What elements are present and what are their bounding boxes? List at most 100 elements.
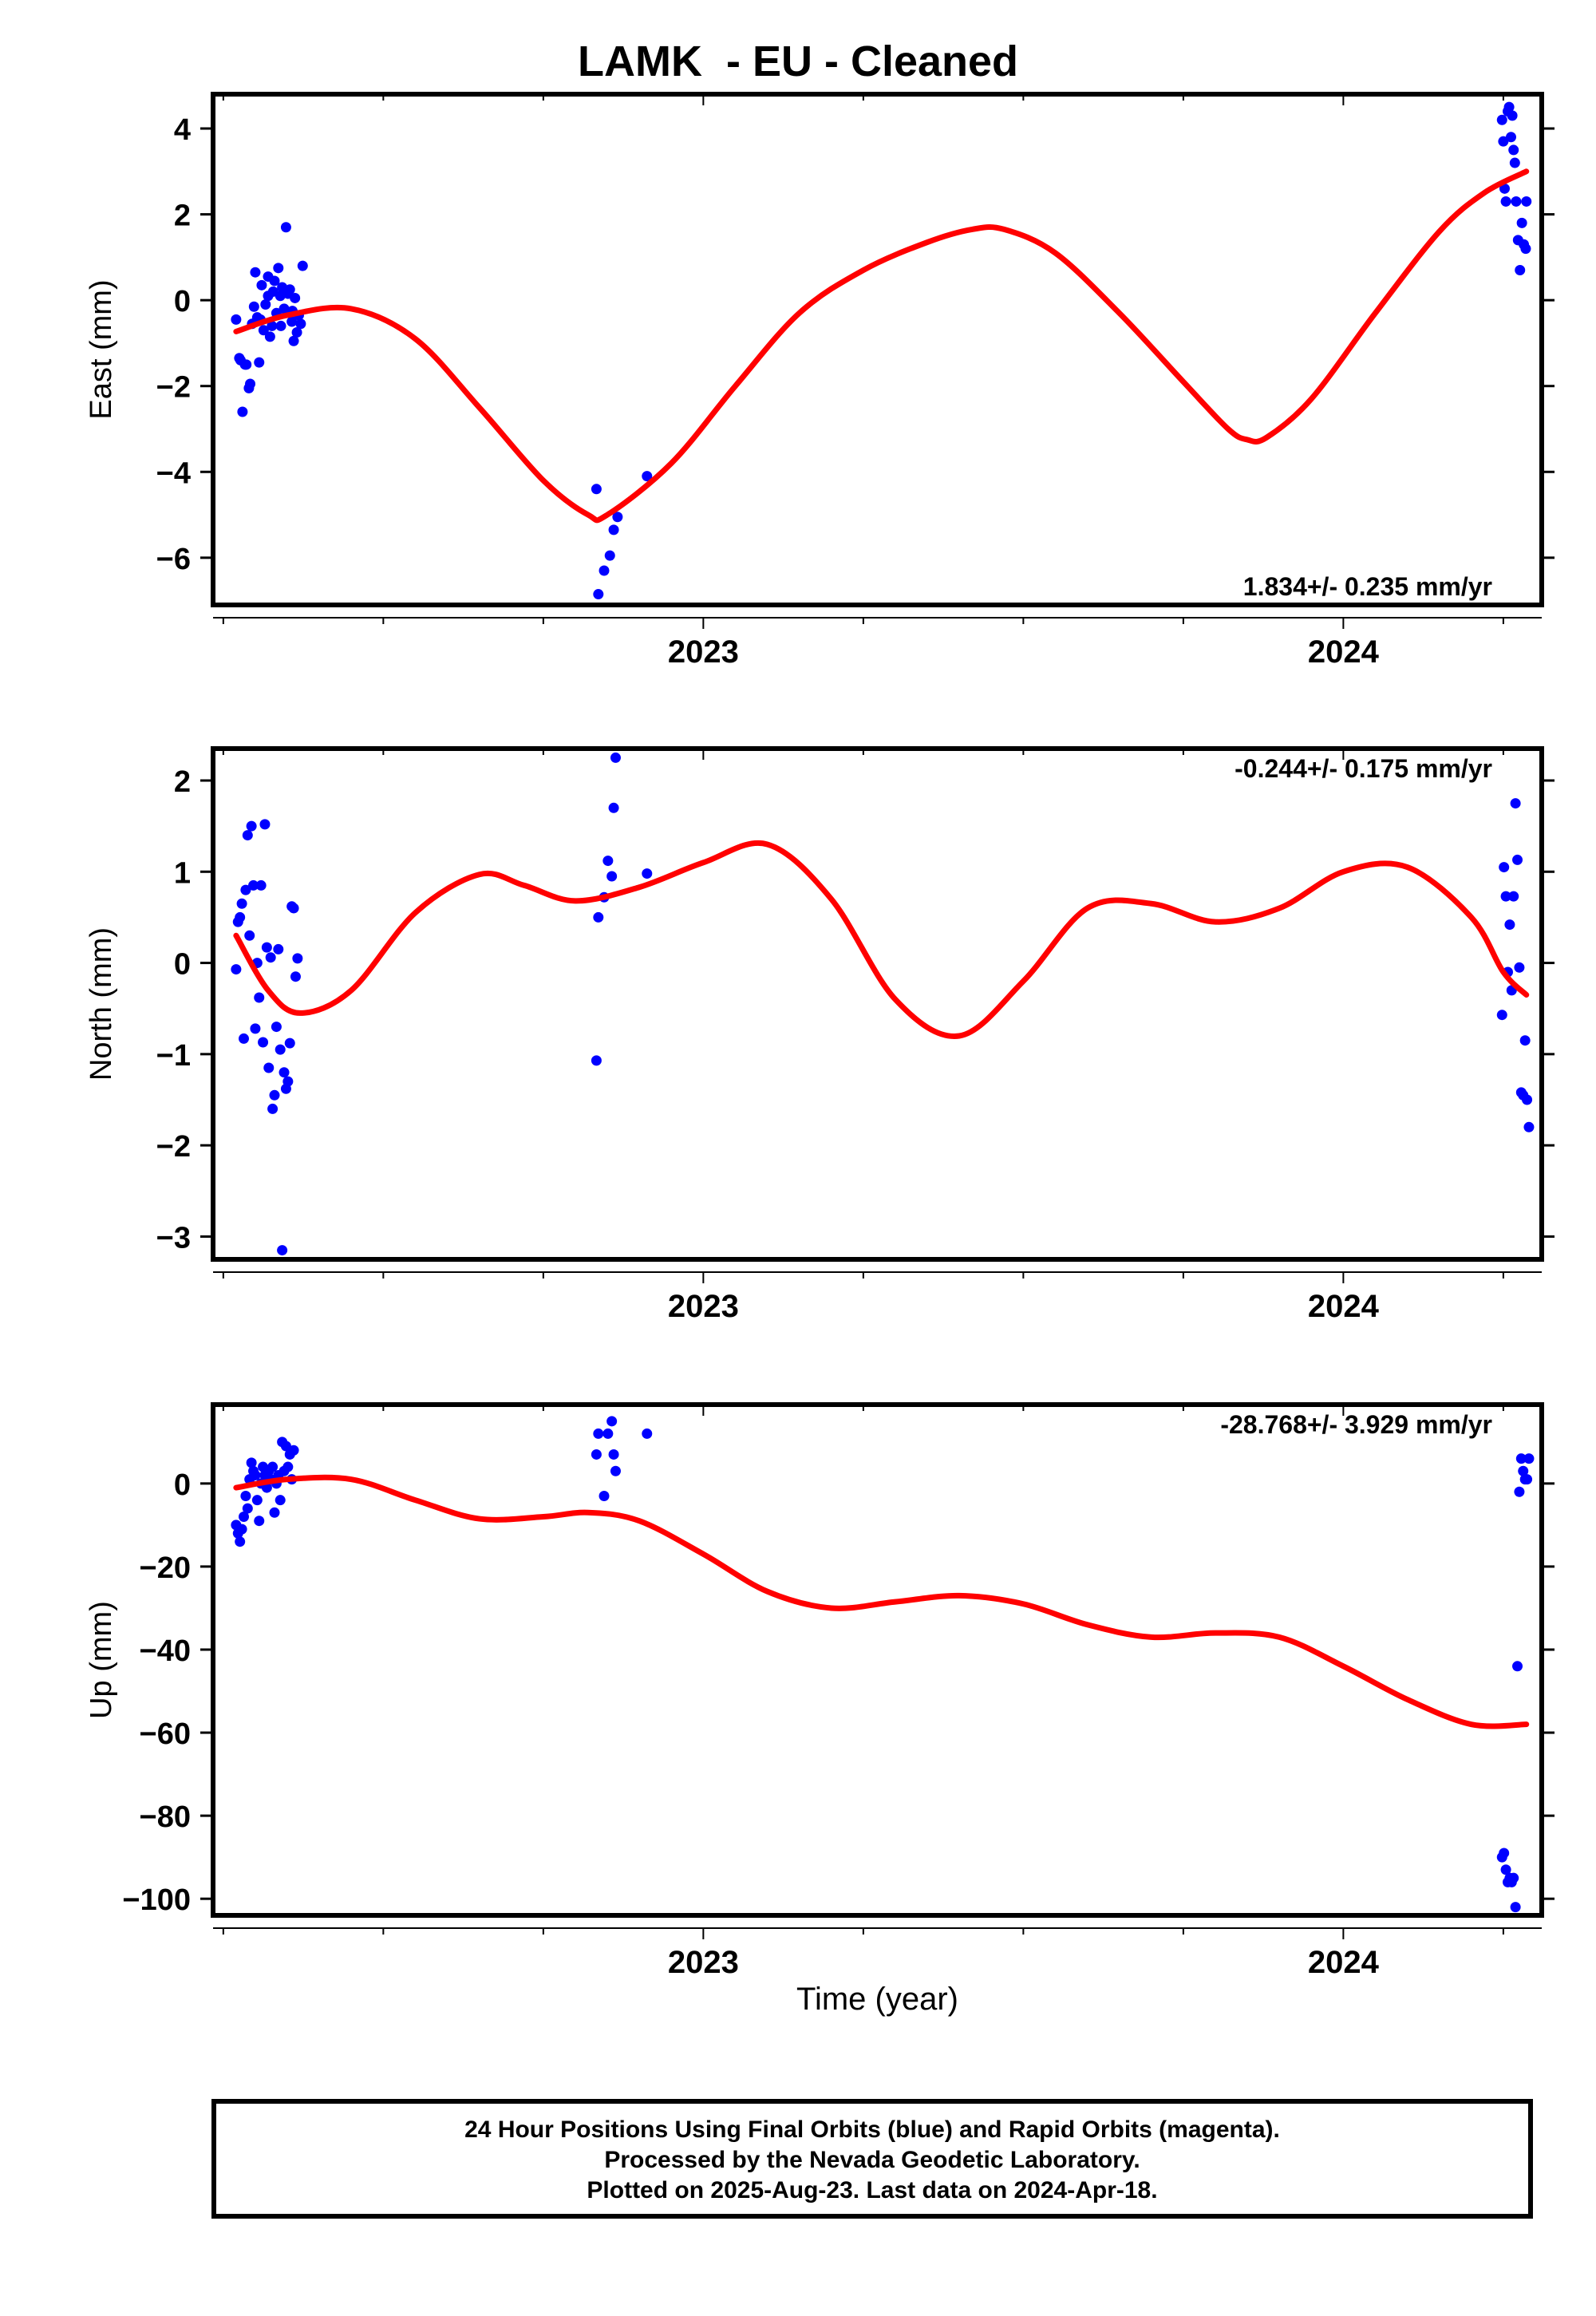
north-data-point [267,1103,279,1114]
east-frame [211,92,1544,607]
north-data-point [1523,1121,1535,1132]
east-data-point [1508,144,1519,156]
up-data-point [1499,1848,1510,1859]
east-data-point [237,406,248,417]
east-y-tick-label: −4 [156,456,191,490]
north-data-point [275,1044,286,1055]
east-points [231,101,1532,600]
north-y-tick-label: 0 [174,948,191,982]
north-points [231,752,1535,1256]
north-data-point [292,953,303,964]
up-y-tick-label: −20 [140,1551,191,1585]
up-data-point [1518,1465,1529,1476]
north-data-point [282,1076,294,1087]
east-data-point [1521,196,1532,207]
up-data-point [235,1536,246,1547]
north-data-point [242,830,253,841]
up-data-point [591,1448,602,1460]
north-data-point [1519,1035,1531,1046]
up-data-point [280,1441,291,1452]
north-data-point [259,819,271,830]
east-data-point [273,263,284,274]
north-data-point [1514,962,1525,973]
north-data-point [602,856,614,867]
east-data-point [612,512,623,523]
north-data-point [240,884,251,895]
footer-line-2: Processed by the Nevada Geodetic Laborat… [604,2147,1140,2173]
north-data-point [1522,1094,1533,1105]
north-data-point [255,879,267,891]
east-data-point [1511,196,1522,207]
north-data-point [238,1033,249,1044]
east-data-point [1496,114,1507,125]
up-data-point [1512,1661,1523,1672]
east-data-point [290,292,301,303]
up-data-point [236,1524,247,1535]
east-data-point [604,550,615,561]
north-frame [211,746,1544,1262]
east-data-point [1500,196,1511,207]
up-data-point [608,1448,619,1460]
east-data-point [260,299,271,310]
east-data-point [1503,101,1515,113]
north-data-point [1512,854,1523,865]
north-y-tick-label: −1 [156,1039,191,1073]
up-data-point [1522,1474,1533,1485]
east-y-tick-label: −6 [156,543,191,576]
up-data-point [610,1465,621,1476]
east-data-point [267,320,278,331]
up-data-point [593,1428,604,1439]
north-data-point [610,752,621,763]
up-x-tick-label: 2023 [668,1945,739,1980]
up-data-point [267,1461,279,1472]
east-data-point [1507,110,1518,121]
north-data-point [273,943,284,954]
north-x-tick-label: 2023 [668,1289,739,1324]
north-data-point [290,971,301,982]
east-data-point [1506,132,1517,143]
east-x-tick-label: 2023 [668,634,739,670]
up-data-point [269,1507,280,1518]
north-data-point [254,992,265,1003]
east-x-tick-label: 2024 [1308,634,1380,670]
north-data-point [642,868,653,879]
north-fit-curve [233,840,1530,1039]
east-data-point [1516,217,1527,228]
north-data-point [1496,1010,1507,1021]
east-data-point [254,357,265,368]
east-data-point [258,325,269,336]
up-data-point [642,1428,653,1439]
north-data-point [1508,891,1519,902]
up-frame [211,1402,1544,1918]
east-data-point [297,260,308,271]
north-rate-label: -0.244+/- 0.175 mm/yr [1235,754,1492,783]
north-data-point [246,820,257,832]
east-y-tick-label: 4 [174,113,191,147]
chart-title: LAMK - EU - Cleaned [577,38,1019,85]
east-data-point [286,316,298,327]
up-y-tick-label: −40 [140,1634,191,1668]
east-data-point [598,565,610,576]
east-data-point [280,222,291,233]
up-panel: 2023 2024 0 −20 −40 −60 −80 −100 Up (mm) -28.768+… [85,1402,1555,1980]
up-rate-label: -28.768+/- 3.929 mm/yr [1220,1410,1492,1439]
north-data-point [263,1062,275,1073]
east-data-point [231,314,242,325]
north-data-point [288,903,299,914]
east-data-point [1498,136,1509,147]
north-data-point [265,952,276,963]
up-data-point [606,1416,618,1427]
up-data-point [1514,1486,1525,1497]
east-data-point [284,284,295,295]
north-data-point [248,879,259,891]
up-y-tick-label: 0 [174,1468,191,1502]
east-data-point [1509,157,1520,168]
up-data-point [1508,1872,1519,1883]
east-data-point [1515,265,1526,276]
north-panel: 2023 2024 2 1 0 −1 −2 −3 North (mm) -0.244+/- 0.1… [85,746,1555,1324]
north-data-point [250,1023,261,1034]
up-y-axis-label: Up (mm) [85,1601,118,1719]
up-data-point [242,1503,253,1514]
footer-line-3: Plotted on 2025-Aug-23. Last data on 202… [587,2177,1158,2203]
